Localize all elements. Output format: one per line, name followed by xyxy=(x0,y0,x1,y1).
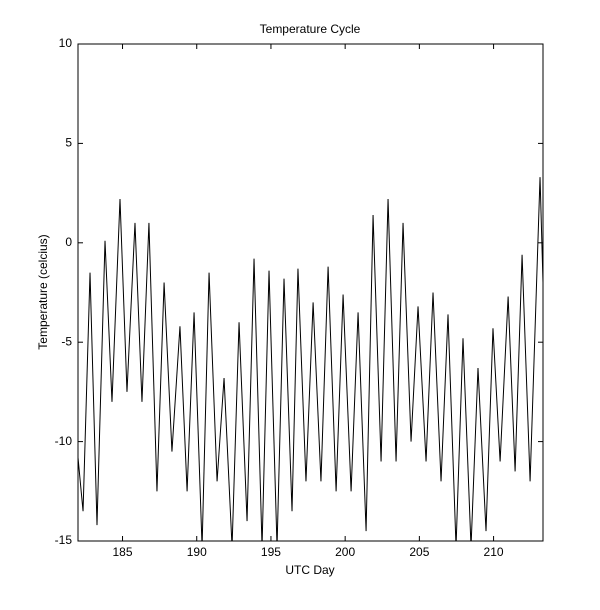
x-tick-label: 185 xyxy=(113,545,133,559)
y-tick-label: 0 xyxy=(65,235,72,249)
y-tick-label: -10 xyxy=(55,434,73,448)
x-tick-label: 210 xyxy=(484,545,504,559)
y-tick-label: 10 xyxy=(59,36,73,50)
plot-frame xyxy=(77,43,544,542)
x-tick-label: 190 xyxy=(187,545,207,559)
chart-title: Temperature Cycle xyxy=(260,22,361,36)
x-axis-label: UTC Day xyxy=(285,563,334,577)
y-tick-label: -15 xyxy=(55,533,73,547)
data-line xyxy=(78,177,543,541)
y-axis-label: Temperature (celcius) xyxy=(36,234,50,349)
x-tick-label: 200 xyxy=(335,545,355,559)
y-tick-label: 5 xyxy=(65,136,72,150)
x-tick-label: 205 xyxy=(409,545,429,559)
y-tick-label: -5 xyxy=(61,334,72,348)
x-tick-label: 195 xyxy=(261,545,281,559)
